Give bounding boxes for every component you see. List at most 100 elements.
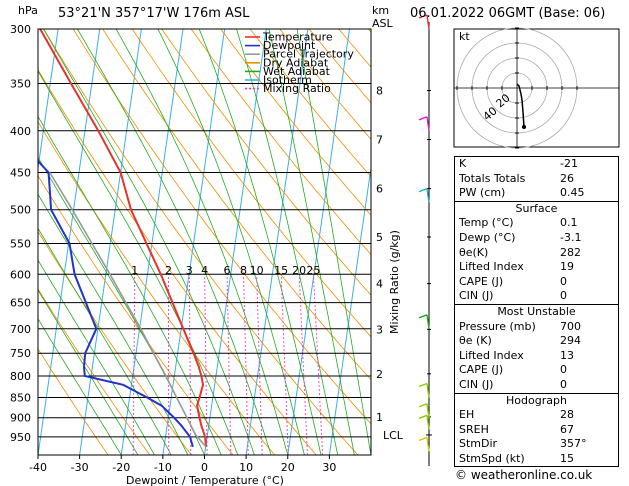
index-label: CAPE (J): [459, 363, 504, 377]
mixing-ratio-value: 8: [240, 264, 247, 277]
mixing-ratio-value: 1: [131, 264, 138, 277]
hodograph-end-point: [522, 125, 526, 129]
mixing-ratio-line: [188, 274, 192, 455]
index-label: Totals Totals: [459, 171, 526, 185]
section-most-unstable: Most Unstable Pressure (mb) 700 θe (K) 294 Li…: [455, 303, 618, 393]
index-label: PW (cm): [459, 186, 506, 200]
x-tick-label: 0: [201, 461, 208, 474]
km-tick-label: 7: [376, 134, 383, 147]
index-label: Dewp (°C): [459, 230, 516, 244]
wind-barb-flag: [418, 436, 428, 442]
mixing-ratio-line: [204, 274, 208, 455]
index-value: 0.45: [560, 186, 585, 200]
wind-barb-flag: [418, 382, 428, 388]
location-header: 53°21'N 357°17'W 176m ASL: [58, 6, 250, 21]
pressure-tick-label: 700: [10, 323, 31, 336]
index-row: CAPE (J) 0: [455, 275, 618, 290]
index-label: EH: [459, 408, 475, 422]
pressure-tick-label: 400: [10, 125, 31, 138]
pressure-tick-label: 300: [10, 23, 31, 36]
mixing-ratio-line: [243, 274, 249, 455]
km-tick-label: 6: [376, 183, 383, 196]
mixing-ratio-value: 2: [165, 264, 172, 277]
index-label: CAPE (J): [459, 274, 504, 288]
x-tick-label: 20: [281, 461, 295, 474]
index-value: 15: [560, 451, 574, 465]
km-tick-label: 5: [376, 231, 383, 244]
index-label: StmSpd (kt): [459, 451, 525, 465]
km-tick-label: 1: [376, 411, 383, 424]
index-row: CIN (J) 0: [455, 289, 618, 304]
mixing-ratio-value: 15: [274, 264, 288, 277]
index-label: CIN (J): [459, 377, 494, 391]
index-value: 282: [560, 245, 581, 259]
x-tick-label: -10: [154, 461, 172, 474]
mixing-ratio-value: 25: [306, 264, 320, 277]
dry-adiabat-line: [38, 175, 234, 455]
km-tick-label: 8: [376, 85, 383, 98]
credit-text: © weatheronline.co.uk: [455, 468, 593, 482]
index-row: PW (cm) 0.45: [455, 186, 618, 201]
index-row: K -21: [455, 157, 618, 172]
pressure-tick-label: 350: [10, 78, 31, 91]
isotherm-line: [79, 29, 142, 455]
pressure-tick-label: 900: [10, 412, 31, 425]
index-label: StmDir: [459, 437, 498, 451]
index-value: 357°: [560, 437, 587, 451]
index-value: 13: [560, 348, 574, 362]
dry-adiabat-line: [72, 29, 371, 425]
index-row: Dewp (°C) -3.1: [455, 231, 618, 246]
index-value: 0.1: [560, 216, 578, 230]
mixing-ratio-value: 6: [224, 264, 231, 277]
legend-label-mixing-ratio: Mixing Ratio: [263, 82, 331, 95]
isotherm-line: [204, 29, 267, 455]
pressure-tick-label: 950: [10, 431, 31, 444]
wind-barb: [426, 314, 430, 329]
pressure-tick-label: 600: [10, 268, 31, 281]
section-title: Most Unstable: [497, 304, 576, 318]
index-row: θe(K) 282: [455, 246, 618, 261]
km-tick-label: 3: [376, 323, 383, 336]
index-value: 28: [560, 408, 574, 422]
index-row: Pressure (mb) 700: [455, 320, 618, 335]
pressure-tick-label: 450: [10, 166, 31, 179]
index-value: 0: [560, 274, 567, 288]
x-tick-label: -40: [29, 461, 47, 474]
pressure-tick-label: 500: [10, 204, 31, 217]
index-label: K: [459, 157, 467, 170]
index-row: CAPE (J) 0: [455, 363, 618, 378]
profile-lines: [38, 29, 208, 448]
index-row: CIN (J) 0: [455, 378, 618, 393]
wind-barb: [426, 415, 430, 430]
x-axis-label: Dewpoint / Temperature (°C): [126, 474, 284, 486]
section-title: Hodograph: [506, 393, 567, 407]
index-value: 67: [560, 422, 574, 436]
section-title: Surface: [515, 201, 558, 215]
index-label: Lifted Index: [459, 348, 524, 362]
legend-label-temperature: Temperature: [262, 31, 333, 44]
wet-adiabat-line: [38, 318, 122, 455]
mixing-ratio-value: 20: [292, 264, 306, 277]
x-tick-label: -30: [71, 461, 89, 474]
axes: 3003504004505005506006507007508008509009…: [10, 4, 432, 486]
lcl-label: LCL: [383, 429, 404, 442]
wind-barb-flag: [418, 314, 428, 319]
index-row: Lifted Index 13: [455, 349, 618, 364]
index-value: 19: [560, 260, 574, 274]
pressure-tick-label: 750: [10, 347, 31, 360]
index-label: SREH: [459, 422, 489, 436]
index-row: StmDir 357°: [455, 437, 618, 452]
wind-barb-flag: [418, 14, 428, 19]
index-row: Temp (°C) 0.1: [455, 216, 618, 231]
legend-label-isotherm: Isotherm: [263, 74, 312, 87]
asl-unit-label: ASL: [372, 17, 394, 30]
index-value: 26: [560, 171, 574, 185]
isotherm-line: [38, 29, 59, 172]
dry-adiabat-line: [249, 29, 371, 178]
index-value: -3.1: [560, 230, 582, 244]
mixing-ratio-line: [226, 274, 232, 455]
index-value: 700: [560, 319, 581, 333]
legend-label-parcel-trajectory: Parcel Trajectory: [263, 48, 354, 61]
x-tick-label: 10: [239, 461, 253, 474]
